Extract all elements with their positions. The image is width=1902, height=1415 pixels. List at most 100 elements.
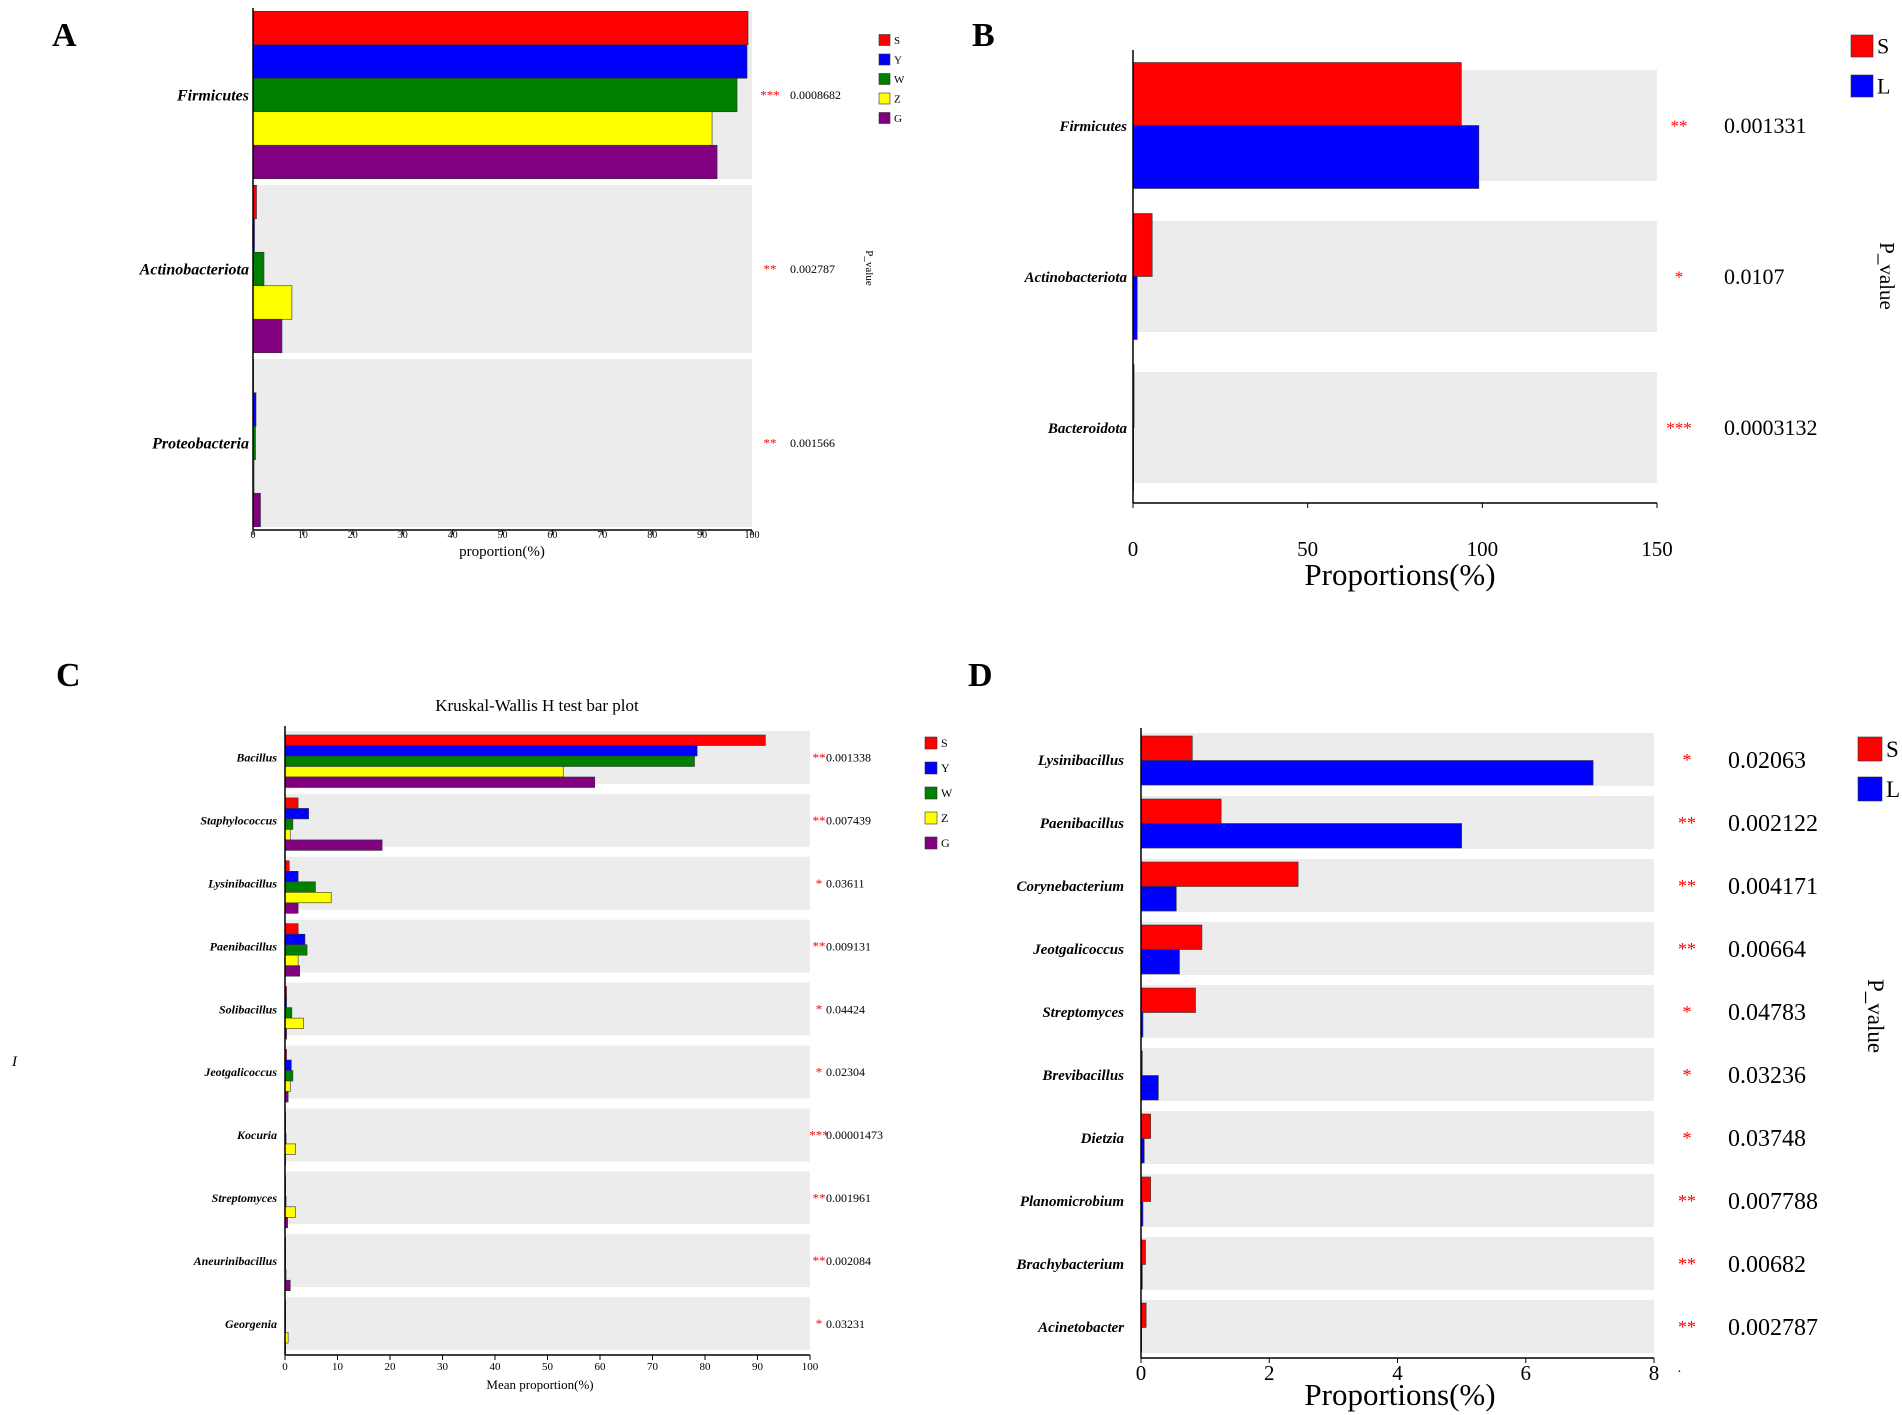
row-band-d-streptomyces [1141, 985, 1654, 1038]
bar-a-firmicutes-g [252, 144, 718, 180]
legend-swatch-d-s [1857, 736, 1883, 762]
row-band-c-aneurinibacillus [285, 1234, 810, 1288]
significance-stars-c-lysinibacillus: * [816, 876, 823, 891]
row-band-c-lysinibacillus [285, 856, 810, 910]
significance-stars-c-aneurinibacillus: ** [813, 1253, 826, 1268]
p-value-axis-label-d: P_value [1863, 979, 1888, 1053]
bar-d-dietzia-s [1140, 1113, 1151, 1139]
significance-stars-c-paenibacillus: ** [813, 939, 826, 954]
legend-label-c-g: G [941, 836, 950, 850]
significance-stars-c-solibacillus: * [816, 1002, 823, 1017]
p-value-b-actinobacteriota: 0.0107 [1724, 264, 1785, 289]
significance-stars-a-actinobacteriota: ** [764, 262, 777, 277]
bar-d-corynebacterium-l [1140, 886, 1177, 912]
bar-c-paenibacillus-g [284, 965, 300, 977]
legend-swatch-c-y [924, 761, 938, 775]
row-band-c-staphylococcus [285, 793, 810, 847]
significance-stars-d-lysinibacillus: * [1683, 750, 1692, 770]
significance-stars-d-planomicrobium: ** [1678, 1191, 1696, 1211]
x-tick-label-c-30: 30 [437, 1361, 449, 1373]
category-label-d-brevibacillus: Brevibacillus [1041, 1068, 1124, 1084]
bar-d-corynebacterium-s [1140, 861, 1299, 887]
category-label-b-firmicutes: Firmicutes [1058, 119, 1127, 135]
bar-c-paenibacillus-y [284, 933, 306, 946]
x-tick-label-b-150: 150 [1641, 537, 1673, 561]
x-tick-label-d-0: 0 [1136, 1361, 1147, 1385]
legend-label-b-l: L [1877, 74, 1890, 99]
legend-label-b-s: S [1877, 34, 1889, 59]
p-value-axis-label-b: P_value [1875, 242, 1899, 310]
side-mark-c: I [11, 1054, 18, 1070]
bar-a-actinobacteriota-z [252, 285, 293, 320]
bar-c-bacillus-s [284, 734, 766, 746]
bar-c-bacillus-w [284, 755, 695, 767]
category-label-d-brachybacterium: Brachybacterium [1016, 1257, 1125, 1273]
legend-swatch-c-s [924, 736, 938, 750]
significance-stars-c-bacillus: ** [813, 750, 826, 765]
category-label-d-dietzia: Dietzia [1080, 1131, 1125, 1147]
category-label-d-lysinibacillus: Lysinibacillus [1037, 753, 1124, 769]
category-label-c-paenibacillus: Paenibacillus [210, 939, 278, 953]
bar-c-lysinibacillus-w [284, 881, 316, 893]
category-label-d-jeotgalicoccus: Jeotgalicoccus [1032, 942, 1124, 958]
significance-stars-c-georgenia: * [816, 1316, 823, 1331]
legend-label-c-y: Y [941, 761, 950, 775]
significance-stars-b-bacteroidota: *** [1666, 418, 1692, 437]
bar-c-bacillus-g [284, 776, 596, 788]
p-value-d-jeotgalicoccus: 0.00664 [1728, 937, 1806, 963]
category-label-c-lysinibacillus: Lysinibacillus [207, 876, 277, 890]
category-label-c-jeotgalicoccus: Jeotgalicoccus [203, 1065, 277, 1079]
x-tick-label-a-30: 30 [398, 530, 408, 541]
bar-c-paenibacillus-z [284, 954, 299, 967]
row-band-c-streptomyces [285, 1171, 810, 1225]
x-tick-label-c-100: 100 [802, 1361, 819, 1373]
x-tick-label-c-80: 80 [700, 1361, 712, 1373]
bar-d-brevibacillus-l [1140, 1075, 1159, 1101]
row-band-a-proteobacteria [253, 359, 752, 527]
category-label-c-aneurinibacillus: Aneurinibacillus [193, 1254, 278, 1268]
bar-d-lysinibacillus-l [1140, 760, 1594, 786]
x-tick-label-d-2: 2 [1264, 1361, 1275, 1385]
category-label-d-acinetobacter: Acinetobacter [1037, 1320, 1124, 1336]
legend-label-d-s: S [1886, 737, 1899, 762]
legend-swatch-a-s [878, 34, 891, 46]
significance-stars-d-jeotgalicoccus: ** [1678, 939, 1696, 959]
category-label-a-proteobacteria: Proteobacteria [151, 436, 249, 453]
x-tick-label-c-20: 20 [385, 1361, 397, 1373]
bar-d-paenibacillus-s [1140, 798, 1222, 824]
bar-a-firmicutes-w [252, 77, 738, 113]
bar-d-planomicrobium-s [1140, 1176, 1151, 1202]
significance-stars-a-firmicutes: *** [760, 88, 780, 103]
bar-a-proteobacteria-g [252, 492, 261, 528]
legend-label-c-s: S [941, 736, 948, 750]
x-tick-label-c-40: 40 [490, 1361, 502, 1373]
p-value-c-paenibacillus: 0.009131 [826, 939, 871, 953]
significance-stars-d-brevibacillus: * [1683, 1065, 1692, 1085]
bar-c-streptomyces-z [284, 1206, 296, 1218]
x-tick-label-d-6: 6 [1521, 1361, 1532, 1385]
legend-swatch-b-l [1850, 74, 1874, 98]
x-tick-label-b-100: 100 [1467, 537, 1499, 561]
x-axis-title-a: proportion(%) [459, 544, 545, 560]
category-label-d-paenibacillus: Paenibacillus [1040, 816, 1124, 832]
bar-c-paenibacillus-s [284, 923, 299, 935]
row-band-b-actinobacteriota [1133, 221, 1657, 332]
bar-a-actinobacteriota-g [252, 318, 283, 354]
bar-c-bacillus-y [284, 745, 698, 757]
row-band-a-actinobacteriota [253, 185, 752, 353]
bar-d-lysinibacillus-s [1140, 735, 1193, 761]
bar-c-jeotgalicoccus-y [284, 1059, 292, 1071]
x-tick-label-c-50: 50 [542, 1361, 554, 1373]
p-value-b-firmicutes: 0.001331 [1724, 113, 1807, 138]
x-tick-label-d-8: 8 [1649, 1361, 1660, 1385]
category-label-d-corynebacterium: Corynebacterium [1017, 879, 1125, 895]
p-value-c-kocuria: 0.00001473 [826, 1128, 883, 1142]
significance-stars-a-proteobacteria: ** [764, 436, 777, 451]
p-value-c-georgenia: 0.03231 [826, 1317, 865, 1331]
bar-d-jeotgalicoccus-l [1140, 949, 1180, 975]
x-tick-label-a-60: 60 [547, 530, 557, 541]
bar-c-lysinibacillus-y [284, 870, 299, 883]
bar-c-staphylococcus-z [284, 829, 291, 841]
row-band-b-bacteroidota [1133, 372, 1657, 483]
side-mark-d: . [1678, 1361, 1682, 1376]
